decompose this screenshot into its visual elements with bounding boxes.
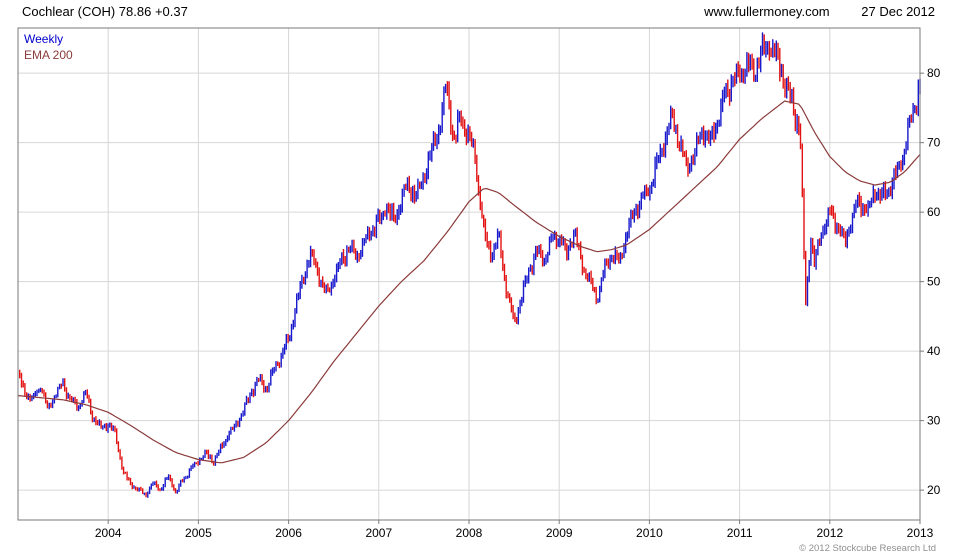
- x-axis-label: 2013: [907, 526, 934, 540]
- legend-weekly-label: Weekly: [24, 32, 64, 46]
- header-right: www.fullermoney.com 27 Dec 2012: [676, 4, 935, 19]
- x-axis-label: 2012: [816, 526, 843, 540]
- x-axis-label: 2011: [727, 526, 753, 540]
- weekly-price-bars: [19, 32, 921, 498]
- gridlines: [18, 28, 921, 520]
- chart-date: 27 Dec 2012: [861, 4, 935, 19]
- x-axis-label: 2010: [636, 526, 663, 540]
- ema-200-line: [17, 100, 921, 464]
- legend-ema-label: EMA 200: [24, 48, 73, 62]
- x-axis-label: 2004: [95, 526, 122, 540]
- x-axis-label: 2007: [365, 526, 392, 540]
- instrument-title: Cochlear (COH) 78.86 +0.37: [22, 4, 188, 19]
- x-axis-label: 2005: [185, 526, 212, 540]
- y-axis-label: 80: [927, 66, 941, 80]
- x-axis-label: 2008: [456, 526, 483, 540]
- chart-legend: Weekly EMA 200: [24, 31, 73, 63]
- y-axis-label: 20: [927, 483, 941, 497]
- x-axis-label: 2006: [275, 526, 302, 540]
- down-weeks: [19, 34, 918, 498]
- chart-header: Cochlear (COH) 78.86 +0.37 www.fullermon…: [22, 4, 935, 19]
- y-axis-label: 60: [927, 205, 941, 219]
- website-text: www.fullermoney.com: [704, 4, 830, 19]
- y-axis-label: 40: [927, 344, 941, 358]
- x-axis-label: 2009: [546, 526, 573, 540]
- copyright-notice: © 2012 Stockcube Research Ltd: [799, 543, 936, 554]
- up-weeks: [27, 32, 921, 498]
- axis-labels: 20 30 40 50 60 70 80 2004 2005 2006 2007 2008 2009 20…: [95, 66, 941, 540]
- y-axis-label: 50: [927, 275, 941, 289]
- y-axis-label: 30: [927, 414, 941, 428]
- y-axis-label: 70: [927, 136, 941, 150]
